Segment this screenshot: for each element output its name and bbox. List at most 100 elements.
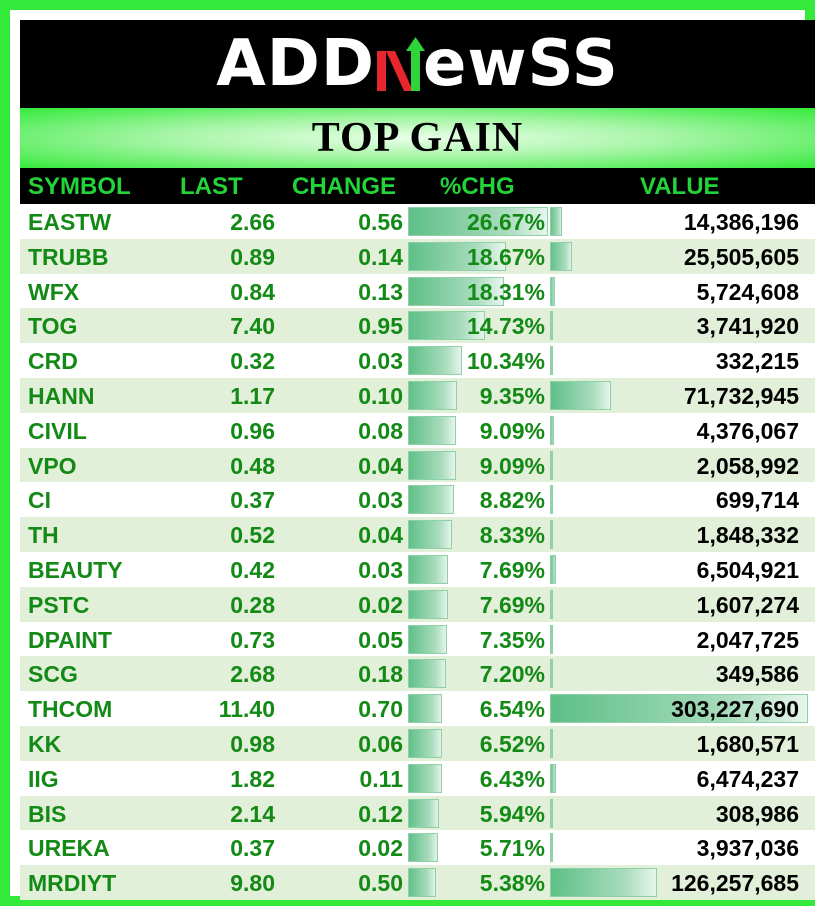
table-row: EASTW 2.66 0.56 26.67% 14,386,196 <box>20 204 815 239</box>
symbol-cell: CIVIL <box>28 417 87 444</box>
pct-data-bar <box>408 694 443 724</box>
change-cell: 0.04 <box>358 452 403 479</box>
pct-change-cell: 26.67% <box>466 209 545 235</box>
symbol-cell: KK <box>28 730 62 757</box>
pct-change-cell: 5.38% <box>479 870 545 897</box>
value-data-bar <box>550 624 553 654</box>
table-row: MRDIYT 9.80 0.50 5.38% 126,257,685 <box>20 865 815 900</box>
symbol-cell: VPO <box>28 452 77 479</box>
header-change: CHANGE <box>292 173 397 200</box>
pct-change-cell: 5.71% <box>479 835 545 862</box>
pct-change-cell: 8.82% <box>479 487 545 514</box>
symbol-cell: PSTC <box>28 591 90 618</box>
value-data-bar <box>550 589 553 619</box>
pct-change-cell: 7.69% <box>479 591 545 618</box>
last-cell: 2.68 <box>230 661 275 688</box>
value-data-bar <box>550 450 553 480</box>
pct-change-cell: 9.09% <box>479 452 545 479</box>
pct-data-bar <box>408 659 446 689</box>
change-cell: 0.02 <box>358 591 403 618</box>
table-row: VPO 0.48 0.04 9.09% 2,058,992 <box>20 447 815 483</box>
value-data-bar <box>550 554 556 584</box>
value-cell: 14,386,196 <box>683 209 799 235</box>
value-cell: 1,607,274 <box>696 591 799 618</box>
symbol-cell: UREKA <box>28 835 110 862</box>
last-cell: 0.84 <box>230 278 275 305</box>
value-cell: 71,732,945 <box>683 382 799 409</box>
table-header: SYMBOL LAST CHANGE %CHG VALUE <box>20 168 815 204</box>
table-row: BEAUTY 0.42 0.03 7.69% 6,504,921 <box>20 551 815 587</box>
table-row: CRD 0.32 0.03 10.34% 332,215 <box>20 343 815 378</box>
symbol-cell: DPAINT <box>28 626 112 653</box>
pct-change-cell: 7.69% <box>479 556 545 583</box>
change-cell: 0.70 <box>358 696 403 723</box>
change-cell: 0.13 <box>358 278 403 305</box>
value-cell: 3,937,036 <box>696 835 799 862</box>
pct-change-cell: 6.52% <box>479 730 545 757</box>
value-data-bar <box>550 241 572 271</box>
pct-change-cell: 18.31% <box>466 278 545 305</box>
symbol-cell: EASTW <box>28 209 112 235</box>
last-cell: 0.28 <box>230 591 275 618</box>
symbol-cell: IIG <box>28 765 59 792</box>
value-cell: 5,724,608 <box>696 278 799 305</box>
value-data-bar <box>550 380 612 410</box>
value-data-bar <box>550 415 554 445</box>
pct-data-bar <box>408 554 449 584</box>
change-cell: 0.50 <box>358 870 403 897</box>
symbol-cell: MRDIYT <box>28 870 117 897</box>
change-cell: 0.95 <box>358 313 403 340</box>
value-data-bar <box>550 694 808 724</box>
value-cell: 303,227,690 <box>671 696 799 723</box>
header-value: VALUE <box>640 173 720 200</box>
value-cell: 3,741,920 <box>696 313 799 340</box>
change-cell: 0.10 <box>358 382 403 409</box>
last-cell: 2.14 <box>230 800 275 827</box>
header-last: LAST <box>180 173 243 200</box>
last-cell: 0.32 <box>230 348 275 375</box>
table-row: BIS 2.14 0.12 5.94% 308,986 <box>20 795 815 831</box>
pct-change-cell: 7.20% <box>479 661 545 688</box>
pct-change-cell: 7.35% <box>479 626 545 653</box>
table-row: CIVIL 0.96 0.08 9.09% 4,376,067 <box>20 412 815 448</box>
pct-data-bar <box>408 450 456 480</box>
pct-change-cell: 6.43% <box>479 765 545 792</box>
change-cell: 0.18 <box>358 661 403 688</box>
pct-change-cell: 8.33% <box>479 522 545 549</box>
page-title: TOP GAIN <box>311 115 524 161</box>
value-data-bar <box>550 346 553 376</box>
value-data-bar <box>550 728 553 758</box>
symbol-cell: CI <box>28 487 51 514</box>
pct-data-bar <box>408 346 463 376</box>
last-cell: 7.40 <box>230 313 275 340</box>
pct-data-bar <box>408 485 455 515</box>
pct-data-bar <box>408 276 505 306</box>
symbol-cell: BIS <box>28 800 67 827</box>
symbol-cell: CRD <box>28 348 78 375</box>
value-cell: 699,714 <box>715 487 799 514</box>
brand-name-right: ewSS <box>422 27 619 101</box>
pct-data-bar <box>408 207 548 236</box>
symbol-cell: BEAUTY <box>28 556 123 583</box>
brand-name-left: ADD <box>216 27 375 101</box>
value-cell: 6,474,237 <box>696 765 799 792</box>
symbol-cell: TH <box>28 522 59 549</box>
value-data-bar <box>550 207 563 236</box>
last-cell: 9.80 <box>230 870 275 897</box>
value-cell: 4,376,067 <box>696 417 799 444</box>
table-row: UREKA 0.37 0.02 5.71% 3,937,036 <box>20 830 815 866</box>
pct-change-cell: 5.94% <box>479 800 545 827</box>
symbol-cell: HANN <box>28 382 95 409</box>
last-cell: 0.37 <box>230 835 275 862</box>
value-data-bar <box>550 520 553 550</box>
last-cell: 0.42 <box>230 556 275 583</box>
change-cell: 0.03 <box>358 487 403 514</box>
value-data-bar <box>550 276 555 306</box>
value-cell: 2,058,992 <box>696 452 799 479</box>
value-cell: 2,047,725 <box>696 626 799 653</box>
change-cell: 0.03 <box>358 348 403 375</box>
table-row: DPAINT 0.73 0.05 7.35% 2,047,725 <box>20 621 815 657</box>
title-band: TOP GAIN <box>20 108 815 168</box>
value-data-bar <box>550 763 556 793</box>
value-data-bar <box>550 659 553 689</box>
